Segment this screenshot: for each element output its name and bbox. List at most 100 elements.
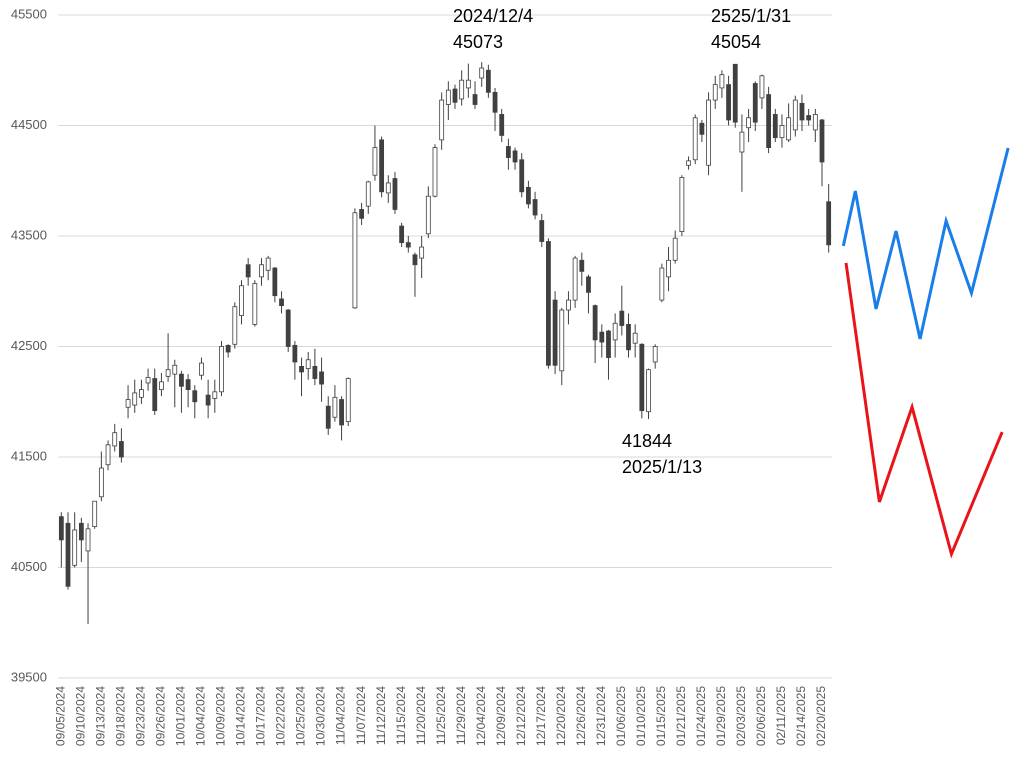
candle-body: [272, 267, 278, 297]
y-tick-label: 41500: [11, 448, 47, 463]
candle-body: [559, 309, 565, 372]
candle-body: [699, 122, 705, 135]
candle-body: [799, 103, 805, 121]
x-tick-label: 09/26/2024: [154, 686, 168, 746]
candle-body: [512, 150, 518, 163]
candle-body: [526, 186, 531, 205]
candle-body: [819, 119, 825, 163]
y-tick-label: 42500: [11, 338, 47, 353]
candle-body: [505, 146, 511, 158]
candle-body: [759, 75, 765, 99]
x-tick-label: 12/26/2024: [574, 686, 588, 746]
candle-body: [92, 500, 98, 528]
x-tick-label: 11/07/2024: [354, 686, 368, 745]
x-tick-label: 10/22/2024: [274, 686, 288, 746]
x-tick-label: 01/29/2025: [714, 686, 728, 746]
candle-body: [172, 364, 178, 375]
candle-body: [319, 371, 324, 385]
candle-body: [379, 139, 385, 193]
candle-body: [546, 241, 551, 366]
x-tick-label: 01/06/2025: [614, 686, 628, 746]
x-tick-label: 12/04/2024: [474, 686, 488, 746]
x-tick-label: 02/11/2025: [774, 686, 788, 745]
candle-body: [132, 392, 138, 406]
candle-body: [432, 147, 438, 197]
candle-body: [219, 346, 224, 393]
candle-body: [78, 522, 84, 541]
candle-body: [98, 467, 104, 498]
annotation: 2024/12/4: [453, 6, 533, 26]
candle-body: [792, 99, 798, 131]
candle-body: [619, 310, 625, 326]
candle-body: [746, 117, 751, 129]
candle-body: [472, 94, 478, 105]
projection-line: [841, 147, 1010, 340]
candle-body: [325, 405, 331, 429]
x-tick-label: 10/09/2024: [214, 686, 228, 746]
candle-body: [666, 259, 671, 278]
candle-body: [479, 67, 485, 79]
x-tick-label: 12/20/2024: [554, 686, 568, 746]
candle-body: [499, 114, 505, 136]
candle-body: [445, 89, 451, 105]
candle-body: [105, 444, 111, 466]
candle-body: [465, 79, 471, 89]
candle-body: [786, 117, 792, 141]
candle-body: [639, 343, 645, 411]
y-tick-label: 45500: [11, 6, 47, 21]
candle-body: [412, 254, 418, 266]
candle-body: [145, 377, 151, 384]
candle-body: [812, 114, 818, 131]
x-tick-label: 10/04/2024: [194, 686, 208, 746]
candle-body: [552, 299, 558, 366]
candle-body: [672, 237, 678, 261]
x-tick-label: 02/14/2025: [794, 686, 808, 746]
candle-body: [352, 212, 358, 309]
candle-body: [399, 225, 405, 244]
candle-body: [365, 181, 371, 207]
candle-body: [439, 99, 445, 141]
y-tick-label: 44500: [11, 117, 47, 132]
x-tick-label: 01/24/2025: [694, 686, 708, 746]
candle-body: [312, 365, 318, 379]
candle-body: [632, 332, 638, 344]
candle-body: [125, 399, 131, 408]
x-tick-label: 01/15/2025: [654, 686, 668, 746]
candle-body: [626, 323, 631, 351]
candle-body: [566, 299, 571, 311]
candle-body: [65, 522, 71, 587]
candle-body: [279, 298, 284, 307]
candle-body: [58, 516, 64, 541]
candle-body: [519, 159, 525, 193]
candle-body: [339, 399, 344, 426]
x-tick-label: 11/04/2024: [334, 686, 348, 745]
candle-body: [285, 309, 291, 347]
x-tick-label: 09/05/2024: [54, 686, 68, 746]
candle-body: [679, 177, 685, 232]
candle-body: [712, 84, 718, 101]
candle-body: [205, 394, 211, 406]
x-tick-label: 10/25/2024: [294, 686, 308, 746]
candle-body: [452, 88, 458, 103]
x-tick-label: 01/10/2025: [634, 686, 648, 746]
candle-body: [139, 389, 144, 398]
y-tick-label: 40500: [11, 559, 47, 574]
candle-body: [599, 331, 605, 343]
x-tick-label: 12/12/2024: [514, 686, 528, 746]
x-tick-label: 09/10/2024: [74, 686, 88, 746]
candle-body: [185, 379, 191, 390]
candle-body: [752, 83, 758, 123]
y-tick-label: 39500: [11, 669, 47, 684]
x-tick-label: 10/17/2024: [254, 686, 268, 746]
candle-body: [732, 63, 738, 123]
candle-body: [179, 373, 184, 387]
candle-body: [646, 369, 651, 413]
candle-body: [305, 359, 311, 370]
candle-body: [606, 330, 611, 358]
candle-body: [572, 257, 578, 301]
candle-body: [359, 209, 364, 219]
x-tick-label: 09/23/2024: [134, 686, 148, 746]
x-tick-label: 02/03/2025: [734, 686, 748, 746]
candle-body: [739, 131, 745, 153]
